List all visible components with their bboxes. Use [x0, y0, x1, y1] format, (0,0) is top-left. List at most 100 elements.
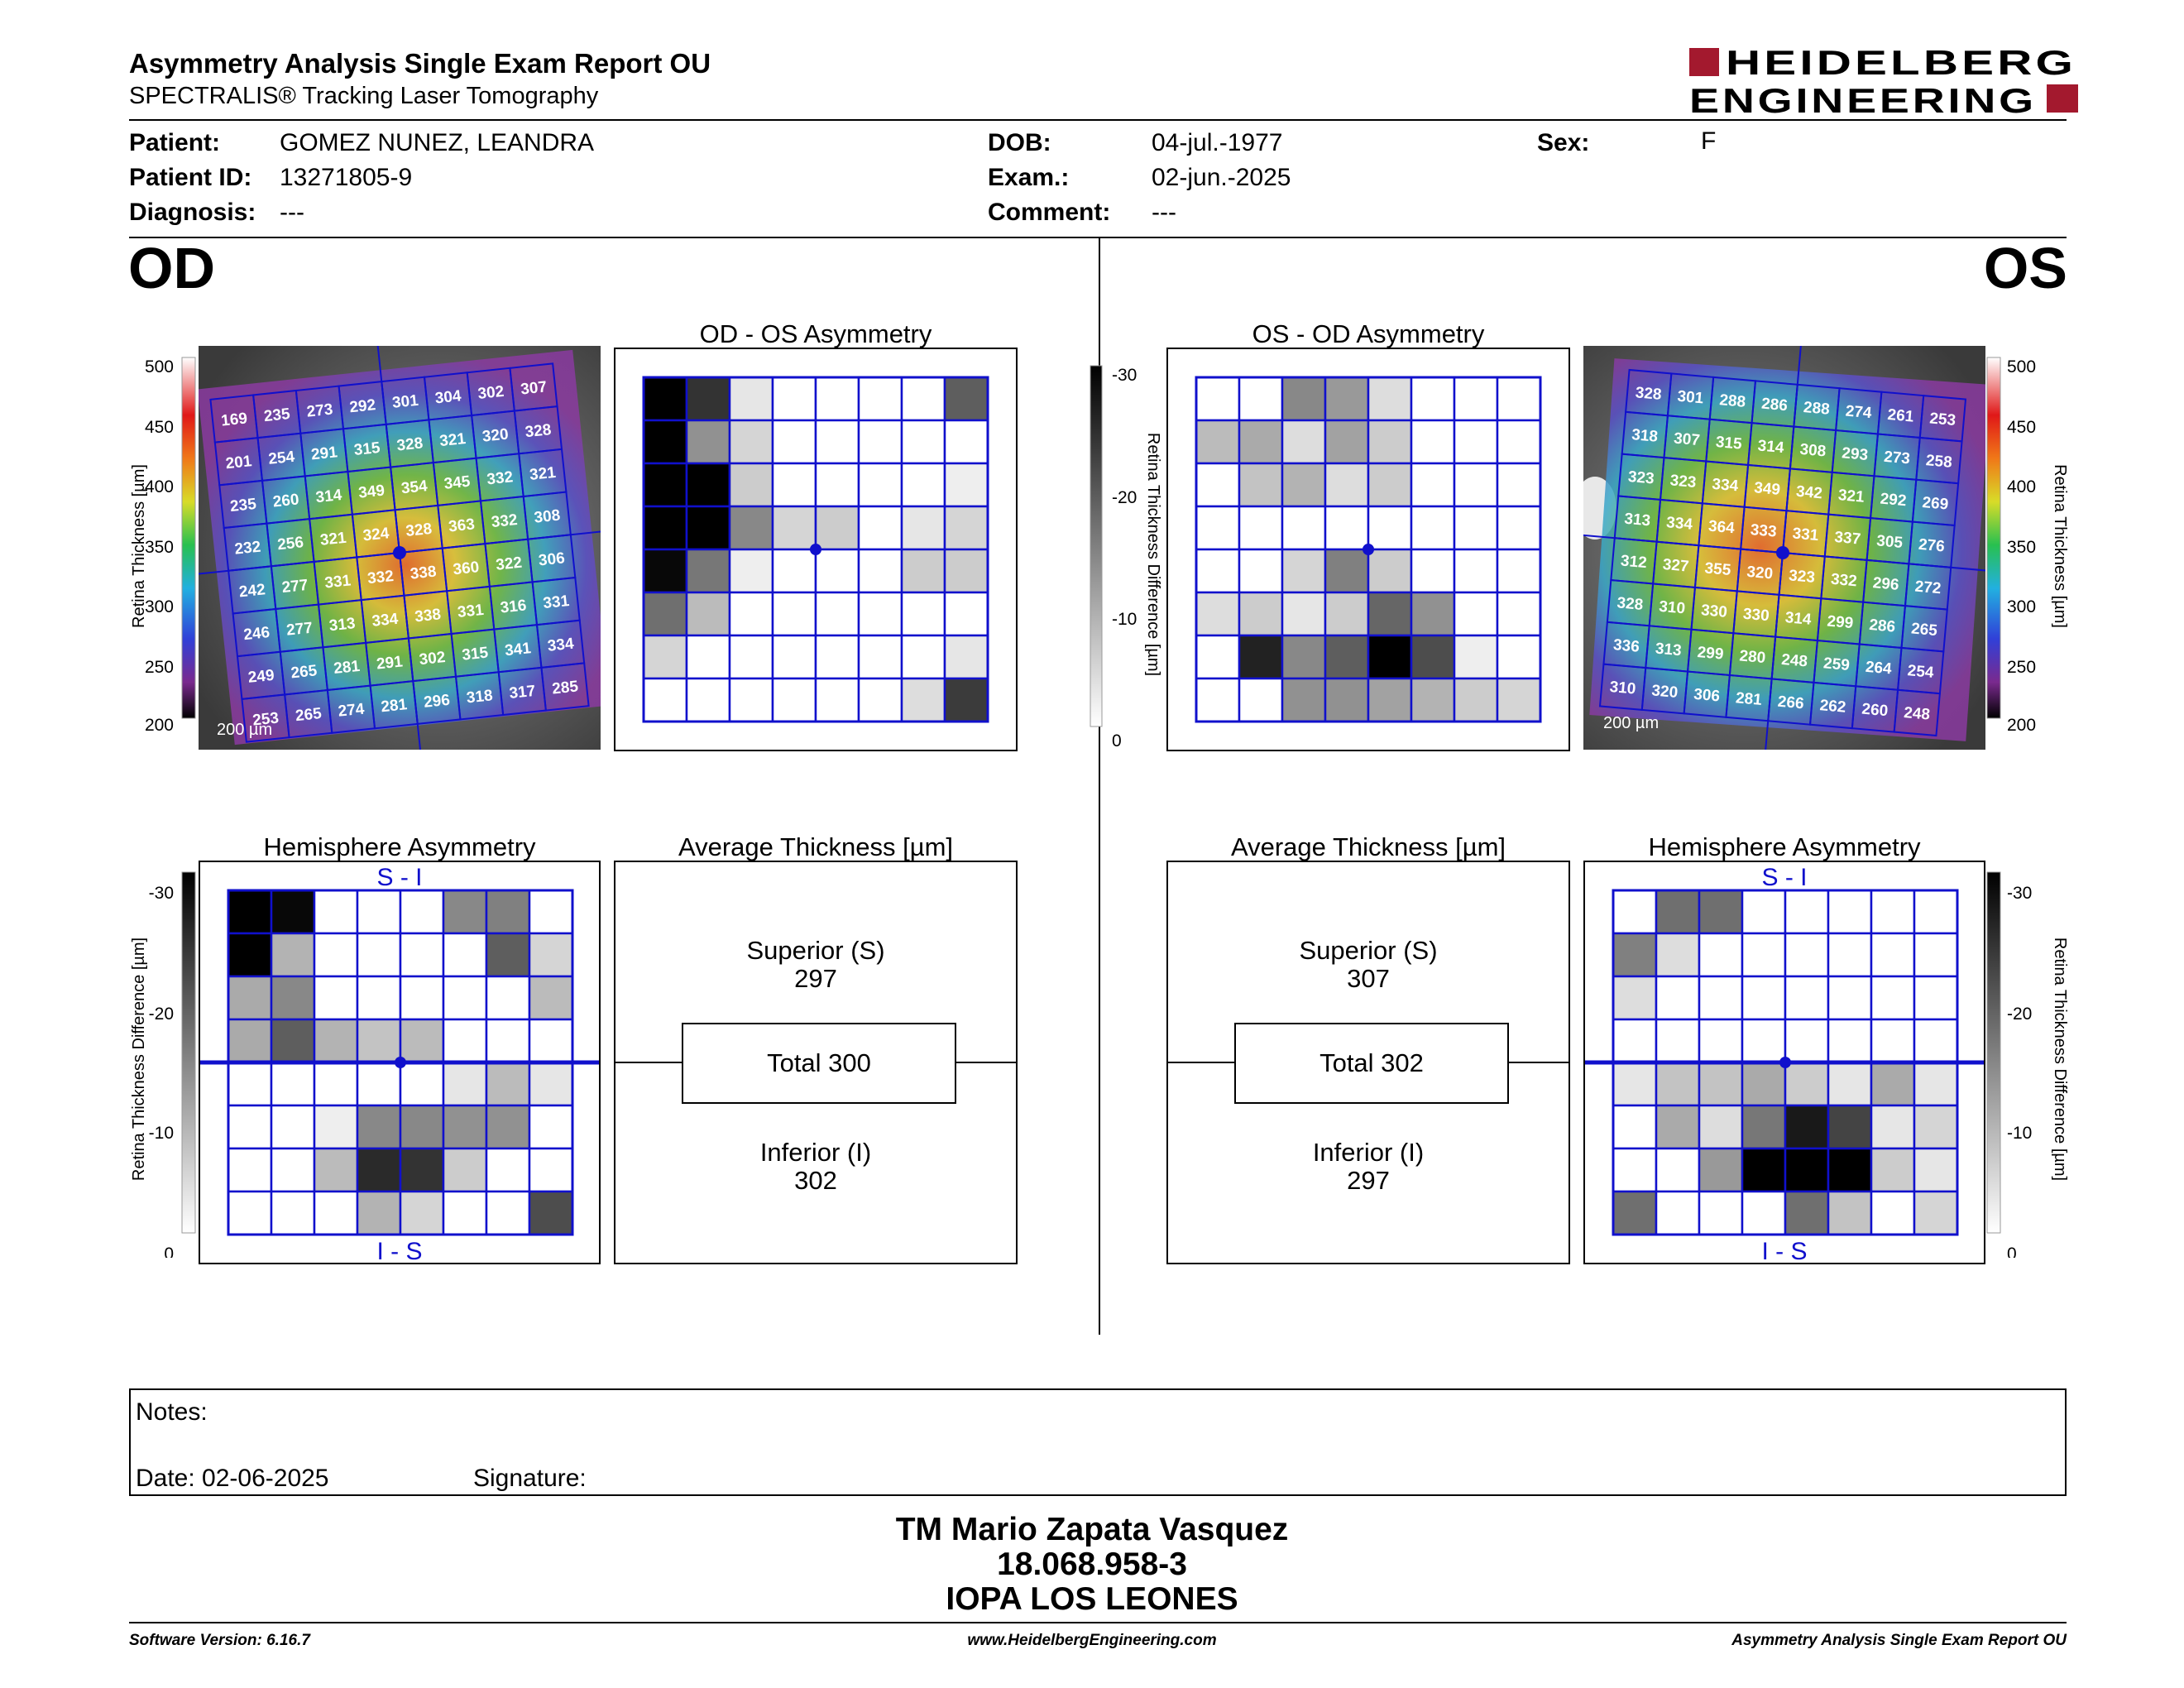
asym-cell — [442, 1061, 488, 1107]
od-superior-value: 297 — [794, 964, 837, 993]
asym-cell — [270, 932, 316, 978]
asym-cell — [1784, 1104, 1830, 1150]
asym-cell — [270, 1190, 316, 1236]
asym-cell — [1741, 1190, 1787, 1236]
asym-cell — [1741, 932, 1787, 978]
thickness-value: 259 — [1822, 655, 1850, 674]
asym-cell — [270, 1104, 316, 1150]
asym-cell — [1281, 505, 1327, 551]
tick: 450 — [2007, 418, 2036, 437]
asym-cell — [1698, 975, 1744, 1021]
thickness-value: 276 — [1918, 536, 1945, 556]
thickness-value: 334 — [371, 611, 400, 631]
thickness-value: 272 — [1914, 578, 1942, 598]
asym-cell — [399, 1018, 445, 1064]
asym-cell — [442, 1018, 488, 1064]
thickness-value: 306 — [1693, 686, 1720, 706]
asym-cell — [1496, 634, 1542, 680]
thickness-value: 318 — [466, 687, 494, 707]
asym-cell — [685, 548, 731, 594]
asym-cell — [1410, 591, 1456, 637]
asym-cell — [1913, 1018, 1959, 1064]
os-asym-grid — [1195, 376, 1542, 723]
tick: 300 — [2007, 597, 2036, 616]
thickness-value: 331 — [323, 572, 352, 592]
asym-cell — [814, 376, 860, 422]
asym-cell — [270, 1147, 316, 1193]
asym-cell — [1784, 889, 1830, 935]
asym-cell — [814, 462, 860, 508]
asym-cell — [1453, 505, 1499, 551]
thickness-value: 277 — [285, 620, 314, 640]
asym-cell — [1698, 1190, 1744, 1236]
thickness-value: 315 — [353, 439, 381, 459]
comment-label: Comment: — [988, 199, 1111, 226]
asym-cell — [1698, 932, 1744, 978]
od-diff-scale: -30 -20 -10 0 Retina Thickness Differenc… — [130, 871, 196, 1258]
asym-cell — [1324, 419, 1370, 465]
thickness-value: 281 — [1735, 689, 1763, 709]
tick: 500 — [2007, 357, 2036, 376]
asym-cell — [1367, 462, 1413, 508]
os-asym-title: OS - OD Asymmetry — [1252, 319, 1485, 348]
thickness-value: 301 — [391, 392, 419, 412]
asym-cell — [685, 591, 731, 637]
asym-cell — [442, 1190, 488, 1236]
asym-cell — [356, 932, 402, 978]
asym-cell — [528, 889, 574, 935]
tick: 0 — [2007, 1244, 2017, 1258]
asym-cell — [1698, 889, 1744, 935]
od-hemi-panel: S - I I - S — [199, 861, 601, 1265]
asym-cell — [356, 889, 402, 935]
asym-cell — [642, 591, 688, 637]
asym-cell — [857, 548, 903, 594]
od-superior-label: Superior (S) — [746, 936, 885, 965]
heidelberg-logo: HEIDELBERG ENGINEERING — [1689, 46, 2078, 116]
asym-cell — [1827, 889, 1873, 935]
tick: 250 — [145, 658, 174, 677]
asym-cell — [685, 419, 731, 465]
asym-cell — [227, 1147, 273, 1193]
asym-cell — [685, 634, 731, 680]
asym-cell — [1496, 462, 1542, 508]
thickness-value: 254 — [267, 448, 295, 468]
asym-cell — [1238, 462, 1284, 508]
fovea-marker — [393, 546, 406, 559]
asym-cell — [485, 1104, 531, 1150]
asym-cell — [1367, 677, 1413, 723]
thickness-value: 232 — [234, 539, 262, 559]
asym-cell — [1324, 376, 1370, 422]
thickness-value: 334 — [1665, 514, 1693, 534]
tick: 400 — [145, 477, 174, 496]
os-thickness-scale: 500 450 400 350 300 250 200 Retina Thick… — [1986, 357, 2068, 735]
asym-cell — [943, 677, 989, 723]
asym-cell — [356, 1061, 402, 1107]
asym-cell — [1496, 591, 1542, 637]
thickness-value: 323 — [1788, 567, 1815, 587]
thickness-value: 260 — [1861, 701, 1889, 721]
fovea-marker — [1363, 544, 1374, 555]
asym-cell — [728, 462, 774, 508]
asym-cell — [1324, 462, 1370, 508]
asym-cell — [943, 548, 989, 594]
asym-cell — [814, 634, 860, 680]
thickness-value: 286 — [1869, 616, 1896, 636]
thickness-value: 330 — [1742, 606, 1770, 626]
axis-label: Retina Thickness Difference [µm] — [130, 938, 148, 1181]
notes-box[interactable]: Notes: Date: 02-06-2025 Signature: — [129, 1388, 2067, 1496]
footer-url[interactable]: www.HeidelbergEngineering.com — [967, 1632, 1217, 1649]
thickness-value: 331 — [542, 592, 570, 612]
od-hemi-title: Hemisphere Asymmetry — [263, 832, 536, 861]
tick: 200 — [2007, 716, 2036, 735]
asym-cell — [728, 505, 774, 551]
asym-cell — [442, 932, 488, 978]
asym-cell — [1281, 634, 1327, 680]
asym-cell — [485, 1190, 531, 1236]
thickness-value: 321 — [529, 464, 557, 484]
asym-cell — [1453, 419, 1499, 465]
asym-cell — [1698, 1018, 1744, 1064]
fovea-marker — [1776, 546, 1789, 559]
asym-cell — [943, 634, 989, 680]
thickness-value: 296 — [423, 692, 451, 712]
asym-cell — [1741, 1104, 1787, 1150]
